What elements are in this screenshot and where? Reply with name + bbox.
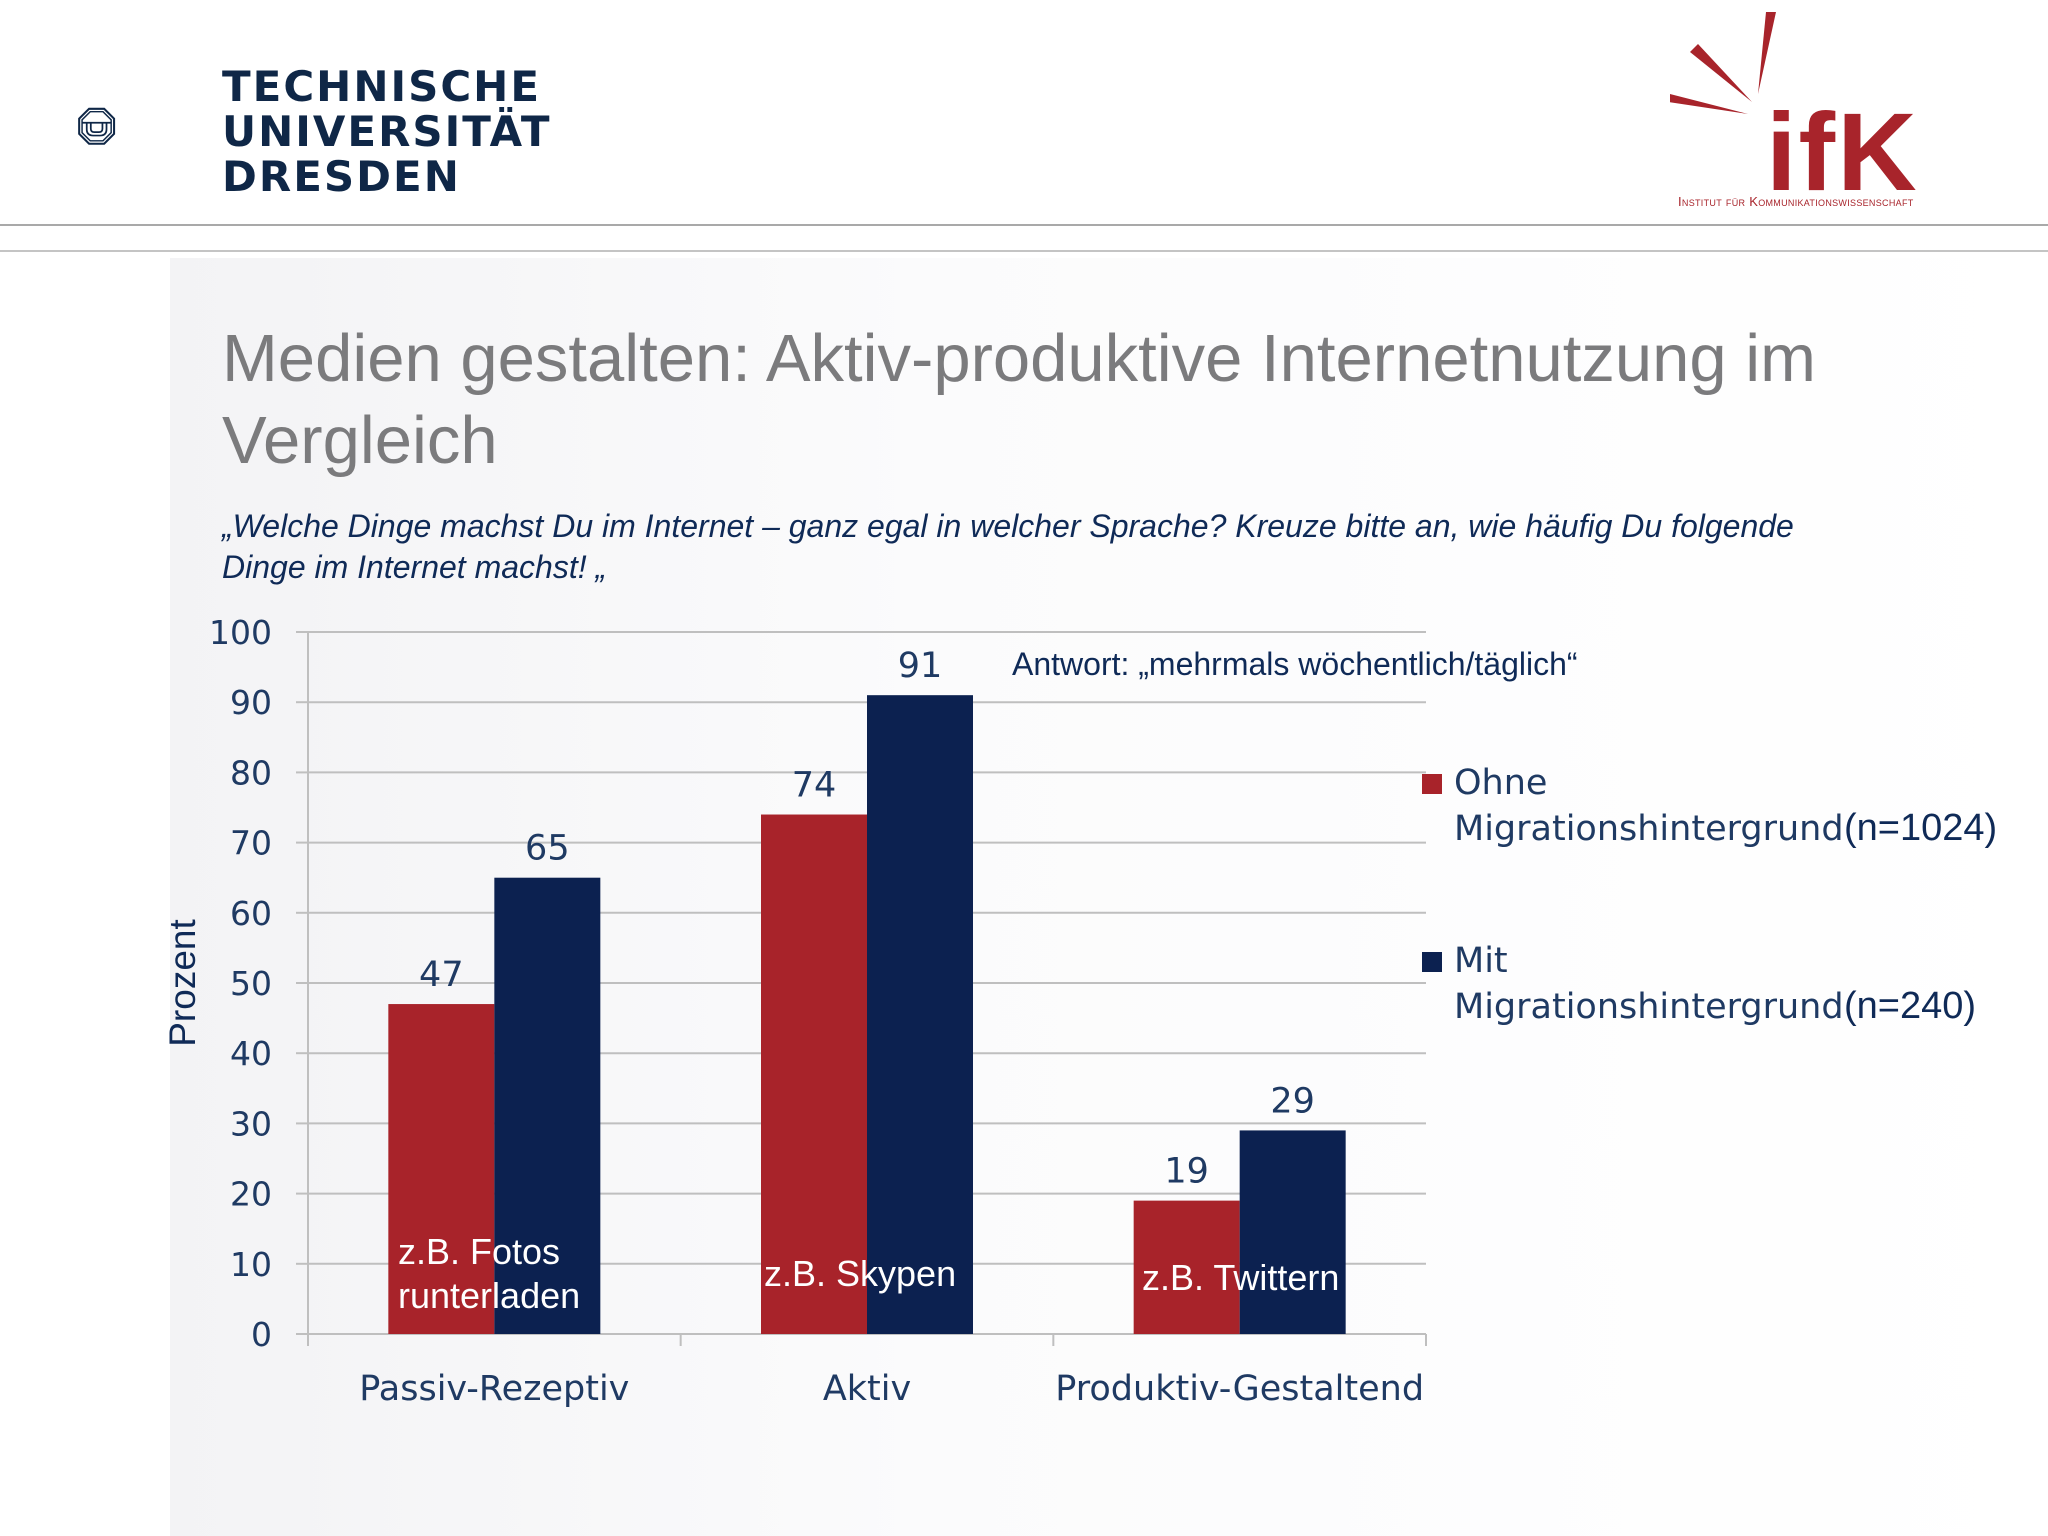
bar-annotation: runterladen xyxy=(398,1275,580,1316)
y-tick-label: 70 xyxy=(230,824,272,863)
university-name-line-2: UNIVERSITÄT xyxy=(222,107,552,156)
bar-mit xyxy=(1239,1130,1346,1334)
header-divider-secondary xyxy=(0,250,2048,252)
legend-name-ohne: Ohne Migrationshintergrund xyxy=(1454,763,1844,849)
survey-question: „Welche Dinge machst Du im Internet – ga… xyxy=(222,508,1794,585)
bar-annotation: z.B. Twittern xyxy=(1142,1257,1339,1298)
chart-bars xyxy=(388,695,1346,1334)
legend-swatch-mit xyxy=(1422,952,1442,972)
legend-name-mit: Mit Migrationshintergrund xyxy=(1454,941,1844,1027)
y-tick-label: 50 xyxy=(230,964,272,1003)
x-tick-label: Passiv-Rezeptiv xyxy=(359,1369,629,1409)
bar-ohne xyxy=(1133,1200,1240,1334)
ifk-sunburst-logo-icon: ifK xyxy=(1670,12,1919,212)
y-tick-label: 0 xyxy=(251,1315,272,1354)
bar-mit xyxy=(867,695,973,1334)
university-name: TECHNISCHE UNIVERSITÄT DRESDEN xyxy=(222,64,552,199)
bar-mit xyxy=(494,877,601,1334)
x-tick-label: Produktiv-Gestaltend xyxy=(1055,1369,1424,1409)
y-axis-title: Prozent xyxy=(162,919,203,1047)
data-label: 65 xyxy=(525,829,570,869)
chart-labels: 0 10 20 30 40 50 60 70 80 90 100 Prozent 47 65 Passiv-… xyxy=(162,613,1424,1409)
legend-n-ohne: (n=1024) xyxy=(1844,807,1998,849)
university-name-line-1: TECHNISCHE xyxy=(222,62,542,111)
data-label: 19 xyxy=(1164,1152,1209,1192)
legend-n-mit: (n=240) xyxy=(1844,985,1977,1027)
x-tick-label: Aktiv xyxy=(823,1369,911,1409)
data-label: 47 xyxy=(419,955,464,995)
legend-label-mit: Mit Migrationshintergrund(n=240) xyxy=(1454,938,2014,1030)
bar-annotation: z.B. Skypen xyxy=(764,1253,956,1294)
tu-dresden-emblem-icon xyxy=(78,107,116,145)
header-divider xyxy=(0,224,2048,226)
institute-name: Institut für Kommunikationswissenschaft xyxy=(1678,194,1914,209)
y-tick-label: 20 xyxy=(230,1175,272,1214)
y-tick-label: 80 xyxy=(230,753,272,792)
slide-title: Medien gestalten: Aktiv-produktive Inter… xyxy=(222,321,1816,478)
data-label: 74 xyxy=(792,766,837,806)
bar-ohne xyxy=(388,1004,495,1334)
y-tick-label: 10 xyxy=(230,1245,272,1284)
legend-swatch-ohne xyxy=(1422,774,1442,794)
bar-annotation: z.B. Fotos xyxy=(398,1231,560,1272)
legend-label-ohne: Ohne Migrationshintergrund(n=1024) xyxy=(1454,760,2014,852)
bar-ohne xyxy=(761,814,867,1334)
data-label: 91 xyxy=(898,646,943,686)
y-tick-label: 100 xyxy=(209,613,272,652)
y-tick-label: 60 xyxy=(230,894,272,933)
data-label: 29 xyxy=(1270,1081,1315,1121)
y-tick-label: 40 xyxy=(230,1034,272,1073)
university-name-line-3: DRESDEN xyxy=(222,152,461,201)
answer-note: Antwort: „mehrmals wöchentlich/täglich“ xyxy=(1012,646,1578,682)
y-tick-label: 90 xyxy=(230,683,272,722)
y-tick-label: 30 xyxy=(230,1104,272,1143)
ifk-logo-text: ifK xyxy=(1766,91,1919,212)
